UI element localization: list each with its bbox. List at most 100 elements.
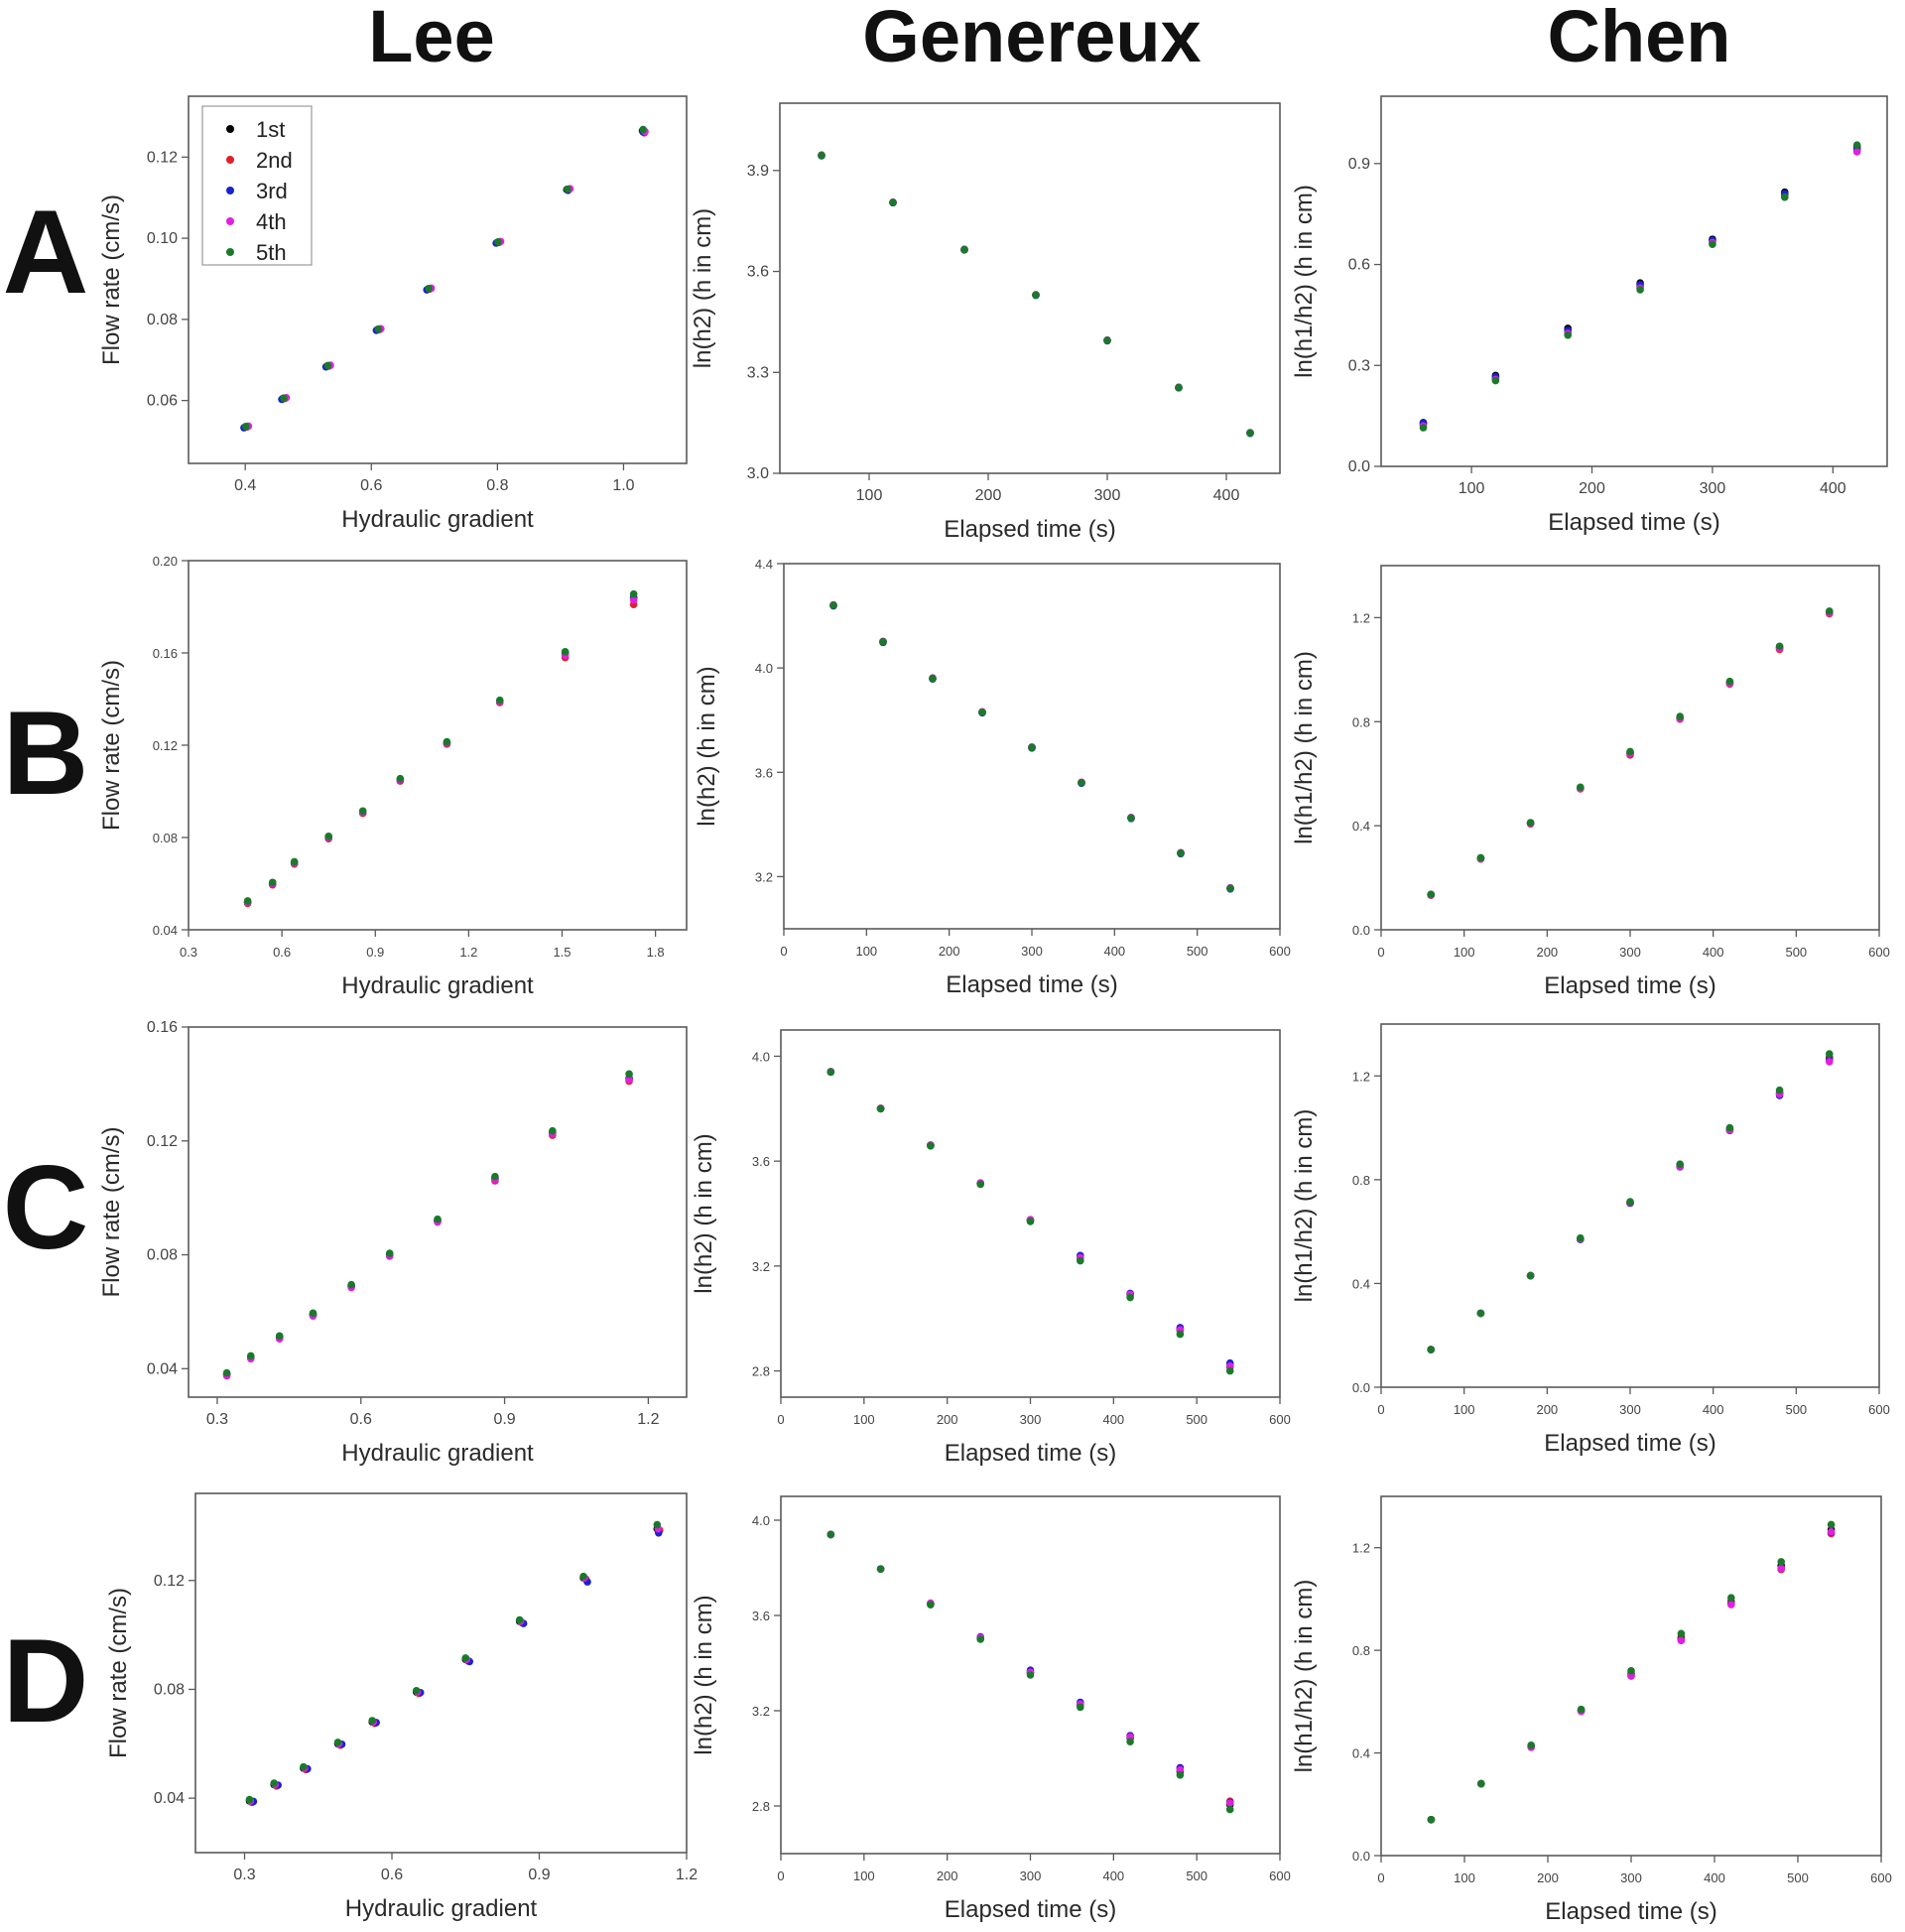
x-axis-label: Elapsed time (s) bbox=[945, 1440, 1116, 1467]
panel-c-lee: 0.3 0.6 0.9 1.2 0.04 0.08 0.12 0.16 Hydraulic gr… bbox=[98, 1019, 688, 1467]
x-tick-label: 100 bbox=[853, 1412, 875, 1427]
x-tick-label: 200 bbox=[939, 944, 960, 959]
point-5th bbox=[826, 1530, 835, 1539]
point-5th bbox=[1026, 1671, 1035, 1679]
point-5th bbox=[1176, 1771, 1185, 1779]
y-axis-label: ln(h1/h2) (h in cm) bbox=[1291, 1580, 1318, 1773]
x-tick-label: 300 bbox=[1020, 1868, 1042, 1883]
y-axis-label: Flow rate (cm/s) bbox=[98, 1126, 125, 1297]
y-axis-label: ln(h2) (h in cm) bbox=[691, 1133, 717, 1293]
x-tick-label: 300 bbox=[1619, 945, 1641, 960]
point-4th bbox=[625, 1076, 633, 1084]
y-axis-label: ln(h2) (h in cm) bbox=[690, 208, 716, 368]
x-tick-label: 1.0 bbox=[612, 477, 634, 494]
x-tick-label: 200 bbox=[1537, 1870, 1559, 1885]
legend-label: 3rd bbox=[256, 179, 288, 203]
point-5th bbox=[1126, 1293, 1134, 1302]
plot-frame bbox=[188, 560, 688, 931]
y-tick-label: 1.2 bbox=[1352, 1069, 1370, 1084]
point-5th bbox=[243, 897, 252, 905]
y-tick-label: 0.6 bbox=[1348, 257, 1370, 274]
point-5th bbox=[309, 1309, 318, 1318]
point-5th bbox=[1476, 853, 1485, 862]
y-tick-label: 3.6 bbox=[755, 765, 773, 780]
point-5th bbox=[976, 1635, 984, 1643]
point-5th bbox=[927, 1601, 935, 1609]
point-5th bbox=[333, 1739, 342, 1746]
point-5th bbox=[1852, 141, 1861, 149]
x-tick-label: 1.5 bbox=[553, 945, 571, 960]
x-tick-label: 200 bbox=[1536, 945, 1558, 960]
y-tick-label: 3.2 bbox=[755, 869, 773, 884]
x-tick-label: 0 bbox=[777, 1868, 784, 1883]
point-5th bbox=[826, 1068, 835, 1077]
point-5th bbox=[1175, 383, 1183, 392]
x-tick-label: 100 bbox=[1454, 1402, 1475, 1417]
y-tick-label: 3.2 bbox=[752, 1259, 770, 1274]
panel-a-chen: 100 200 300 400 0.0 0.3 0.6 0.9 Elapsed time (s)… bbox=[1291, 95, 1888, 536]
y-tick-label: 0.8 bbox=[1352, 714, 1370, 729]
y-tick-label: 4.0 bbox=[752, 1049, 770, 1064]
point-5th bbox=[268, 878, 277, 887]
y-tick-label: 0.8 bbox=[1352, 1173, 1370, 1188]
y-tick-label: 0.12 bbox=[153, 738, 178, 753]
x-tick-label: 500 bbox=[1186, 1412, 1207, 1427]
x-tick-label: 300 bbox=[1700, 480, 1726, 497]
point-5th bbox=[1676, 712, 1684, 720]
y-tick-label: 0.12 bbox=[147, 1133, 178, 1150]
point-5th bbox=[1078, 779, 1085, 787]
x-tick-label: 0.9 bbox=[366, 945, 384, 960]
panel-b-lee: 0.3 0.6 0.9 1.2 1.5 1.8 0.04 0.08 0.12 0.16 0.20 Hy… bbox=[98, 554, 688, 999]
row-letter-b: B bbox=[3, 687, 89, 820]
point-5th bbox=[876, 1565, 885, 1573]
column-title-genereux: Genereux bbox=[862, 0, 1201, 77]
y-tick-label: 3.9 bbox=[747, 163, 769, 180]
point-5th bbox=[1826, 1050, 1834, 1058]
y-tick-label: 0.0 bbox=[1352, 923, 1370, 938]
plot-frame bbox=[194, 1492, 688, 1854]
x-tick-label: 400 bbox=[1213, 487, 1240, 504]
panels: 0.4 0.6 0.8 1.0 0.06 0.08 0.10 0.12 Hydraulic gr… bbox=[98, 95, 1892, 1925]
x-tick-label: 600 bbox=[1870, 1870, 1892, 1885]
y-tick-label: 0.4 bbox=[1352, 819, 1370, 834]
point-5th bbox=[639, 125, 647, 134]
x-tick-label: 1.2 bbox=[459, 945, 477, 960]
y-axis-label: ln(h1/h2) (h in cm) bbox=[1291, 651, 1318, 844]
x-tick-label: 0.6 bbox=[350, 1411, 372, 1428]
legend-marker-1st bbox=[226, 125, 234, 133]
point-5th bbox=[434, 1215, 442, 1224]
x-tick-label: 400 bbox=[1703, 945, 1724, 960]
y-tick-label: 0.08 bbox=[147, 1247, 178, 1264]
x-axis-label: Elapsed time (s) bbox=[1544, 972, 1715, 999]
x-tick-label: 0 bbox=[1377, 1402, 1384, 1417]
point-5th bbox=[1626, 747, 1634, 756]
panel-d-lee: 0.3 0.6 0.9 1.2 0.04 0.08 0.12 Hydraulic gradie… bbox=[105, 1492, 698, 1922]
point-5th bbox=[889, 198, 897, 206]
legend-marker-5th bbox=[226, 248, 234, 256]
legend-label: 4th bbox=[256, 209, 287, 234]
y-tick-label: 0.8 bbox=[1352, 1643, 1370, 1658]
x-tick-label: 500 bbox=[1186, 1868, 1207, 1883]
legend-marker-3rd bbox=[226, 187, 234, 194]
panel-b-genereux: 0 100 200 300 400 500 600 3.2 3.6 4.0 4.4 Elapsed t… bbox=[694, 557, 1291, 998]
y-tick-label: 0.3 bbox=[1348, 357, 1370, 374]
point-5th bbox=[1225, 1366, 1234, 1375]
x-tick-label: 0.3 bbox=[180, 945, 197, 960]
y-tick-label: 0.10 bbox=[147, 230, 178, 247]
point-5th bbox=[1564, 330, 1573, 339]
point-5th bbox=[222, 1368, 231, 1377]
y-tick-label: 0.16 bbox=[147, 1019, 178, 1036]
y-tick-label: 0.12 bbox=[147, 149, 178, 166]
point-5th bbox=[929, 674, 937, 683]
point-5th bbox=[1427, 1816, 1436, 1824]
point-5th bbox=[1725, 1123, 1734, 1132]
point-5th bbox=[1827, 1520, 1836, 1529]
x-tick-label: 0.6 bbox=[273, 945, 291, 960]
plot-frame bbox=[188, 95, 688, 464]
point-5th bbox=[876, 1104, 885, 1113]
x-tick-label: 500 bbox=[1787, 1870, 1809, 1885]
point-5th bbox=[629, 589, 638, 598]
panel-a-lee: 0.4 0.6 0.8 1.0 0.06 0.08 0.10 0.12 Hydraulic gr… bbox=[98, 95, 688, 533]
x-tick-label: 600 bbox=[1868, 1402, 1890, 1417]
point-5th bbox=[461, 1654, 470, 1662]
